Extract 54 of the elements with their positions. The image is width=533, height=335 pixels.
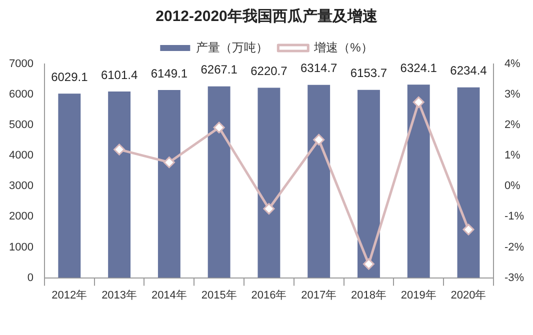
point [362, 258, 374, 270]
legend-label: 产量（万吨） [196, 40, 268, 54]
y-tick-label: 2000 [8, 210, 34, 223]
y2-tick-label: 4% [504, 58, 521, 70]
y-tick-label: 1000 [8, 241, 34, 254]
y-tick-label: 5000 [8, 119, 34, 132]
data-label: 6149.1 [150, 66, 188, 80]
chart-title: 2012-2020年我国西瓜产量及增速 [156, 8, 378, 26]
data-label: 6153.7 [350, 66, 388, 80]
data-label: 6101.4 [100, 68, 138, 82]
y-tick-label: 6000 [8, 88, 34, 101]
bar [158, 90, 180, 278]
y2-tick-label: -3% [504, 272, 524, 284]
data-label: 6324.1 [400, 60, 438, 75]
x-tick-label: 2012年 [52, 289, 88, 302]
y-tick-label: 3000 [8, 180, 34, 192]
x-tick-label: 2016年 [251, 289, 287, 302]
point [163, 156, 175, 168]
x-tick-label: 2017年 [301, 289, 337, 302]
bar [108, 91, 131, 278]
x-tick-label: 2020年 [450, 289, 486, 302]
y2-tick-label: -2% [504, 241, 524, 254]
x-tick-label: 2018年 [350, 289, 386, 302]
point [263, 203, 275, 215]
bar [358, 90, 380, 278]
x-tick-label: 2013年 [102, 289, 138, 302]
y-tick-label: 4000 [8, 150, 34, 162]
point [114, 144, 126, 156]
y2-tick-label: 2% [504, 119, 521, 132]
y2-tick-label: 1% [504, 150, 521, 162]
bar [258, 88, 280, 278]
bar [208, 86, 230, 278]
bar [58, 94, 81, 278]
y2-tick-label: 3% [504, 88, 521, 101]
bar [407, 84, 430, 278]
point [313, 134, 325, 146]
bar [457, 87, 480, 278]
data-label: 6267.1 [200, 62, 238, 77]
point [412, 96, 424, 108]
data-label: 6234.4 [450, 64, 488, 78]
y2-tick-label: 0% [504, 180, 521, 192]
y-tick-label: 7000 [8, 58, 34, 70]
y-tick-label: 0 [27, 272, 34, 284]
data-label: 6314.7 [300, 61, 338, 76]
x-tick-label: 2019年 [400, 289, 436, 302]
data-label: 6029.1 [51, 70, 88, 84]
point [462, 224, 474, 236]
point [213, 122, 225, 134]
bar [308, 84, 330, 278]
x-tick-label: 2014年 [151, 289, 187, 302]
legend-label: 增速（%） [313, 40, 373, 54]
x-tick-label: 2015年 [201, 289, 237, 302]
data-label: 6220.7 [250, 64, 288, 78]
y2-tick-label: -1% [504, 210, 524, 223]
